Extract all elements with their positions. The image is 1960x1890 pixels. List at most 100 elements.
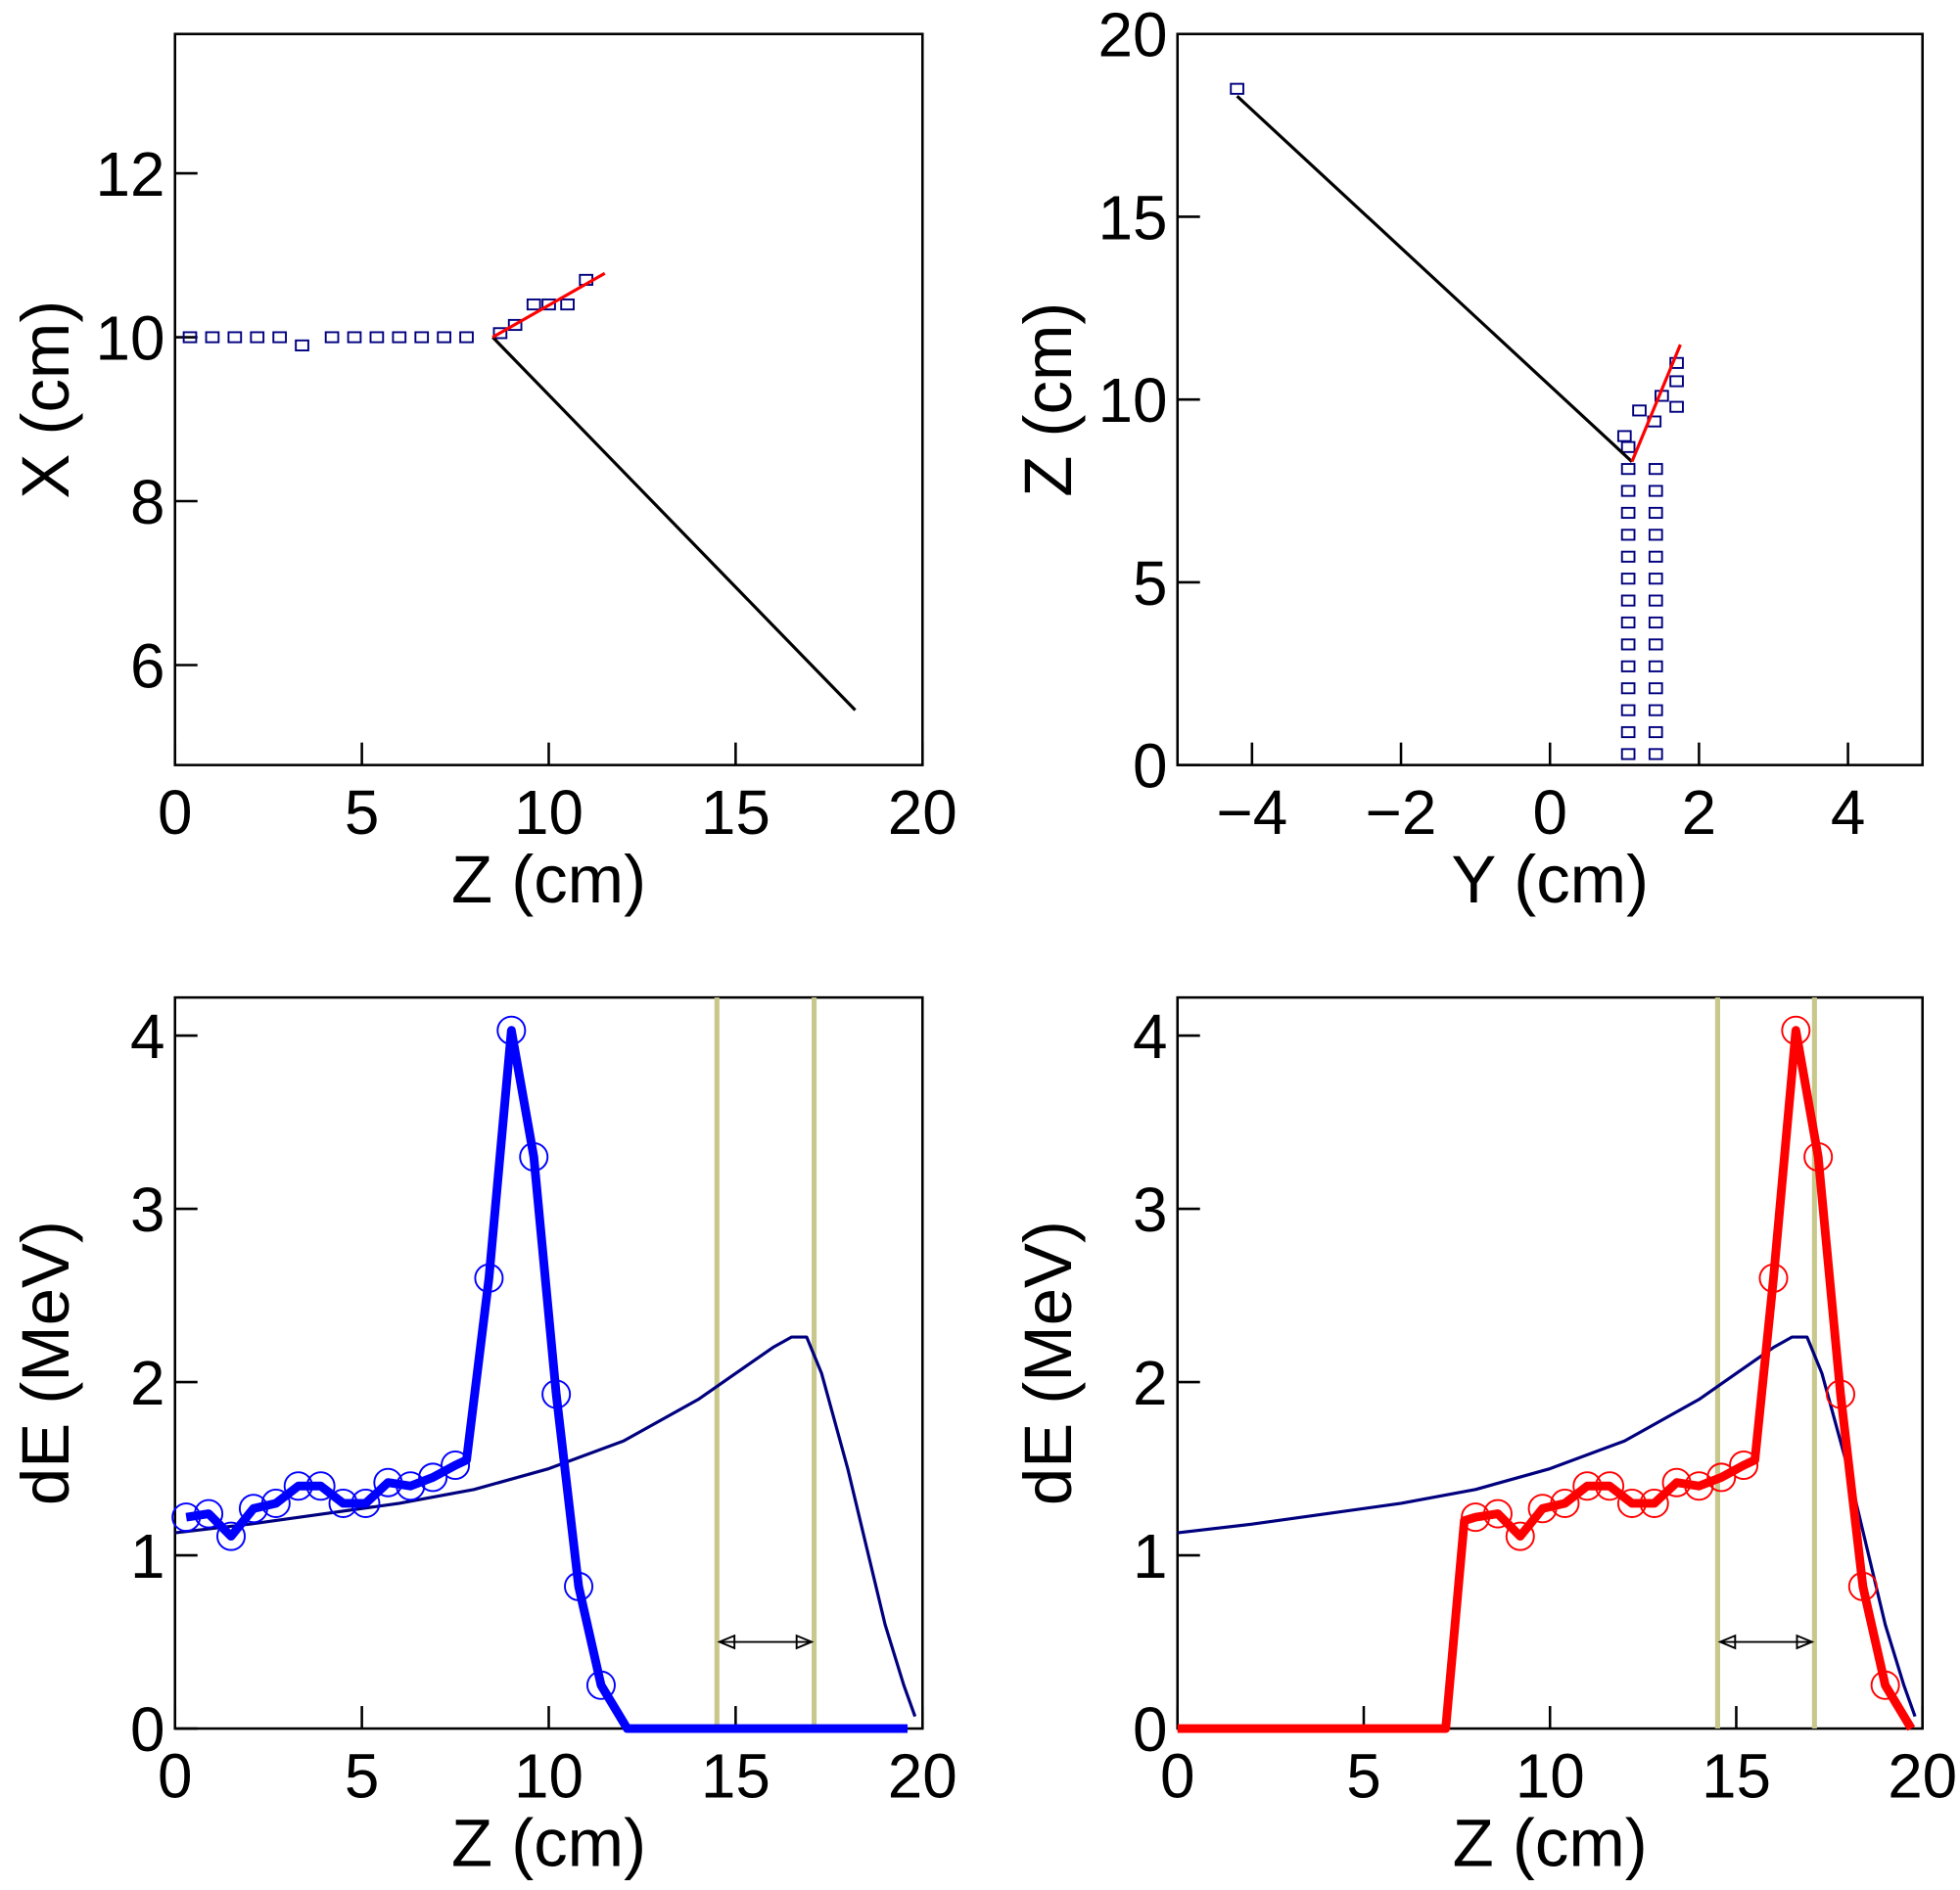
y-tick-label: 10: [96, 303, 165, 374]
x-tick-label: 5: [1346, 1740, 1381, 1811]
y-tick-label: 8: [130, 467, 165, 537]
x-tick-label: 20: [1888, 1740, 1957, 1811]
x-tick-label: 4: [1831, 777, 1866, 848]
data-point: [585, 1670, 616, 1700]
x-tick-label: 5: [345, 1740, 380, 1811]
y-tick-label: 1: [130, 1521, 165, 1591]
y-tick-label: 10: [1098, 365, 1168, 436]
hit-box: [1648, 616, 1663, 629]
data-point: [305, 1471, 336, 1501]
x-axis-title: Z (cm): [451, 842, 646, 917]
y-tick-label: 15: [1098, 182, 1168, 253]
hit-box: [1648, 573, 1663, 585]
hit-box: [1620, 748, 1636, 761]
plot-panel: 0 5 10 15 20 0 1 2 3 4 Z (cm) dE (MeV): [1010, 995, 1957, 1880]
data-point: [1527, 1494, 1558, 1524]
x-tick-label: 20: [888, 1740, 957, 1811]
hit-box: [1648, 682, 1663, 695]
hit-box: [369, 331, 385, 344]
x-tick-label: −4: [1216, 777, 1287, 848]
x-tick-label: 0: [158, 777, 193, 848]
hit-box: [1648, 725, 1663, 739]
hit-box: [437, 331, 451, 344]
data-point: [1505, 1521, 1535, 1551]
data-point: [260, 1488, 291, 1518]
x-tick-label: 0: [1160, 1740, 1195, 1811]
data-line: [174, 1335, 917, 1718]
data-point: [541, 1379, 572, 1409]
y-tick-label: 2: [1133, 1348, 1168, 1418]
data-point: [216, 1521, 247, 1551]
data-point: [328, 1488, 358, 1518]
hit-box: [227, 331, 243, 344]
x-tick-label: 10: [1516, 1740, 1585, 1811]
data-line: [1177, 1026, 1916, 1733]
y-axis-title: Z (cm): [1010, 302, 1086, 497]
hit-box: [1620, 463, 1636, 476]
hit-box: [1620, 506, 1636, 520]
hit-box: [1648, 594, 1663, 607]
data-line: [491, 271, 606, 339]
hit-box: [1620, 573, 1636, 585]
hit-box: [1620, 550, 1636, 563]
hit-box: [1620, 484, 1636, 497]
hit-box: [1648, 506, 1663, 520]
data-point: [1572, 1471, 1603, 1501]
data-point: [283, 1471, 313, 1501]
hit-box: [1620, 725, 1636, 739]
y-tick-label: 0: [1133, 1694, 1168, 1765]
x-tick-label: 15: [701, 777, 770, 848]
hit-box: [1616, 430, 1632, 442]
data-point: [1870, 1670, 1900, 1700]
hit-box: [1620, 616, 1636, 629]
hit-box: [1230, 82, 1244, 95]
hit-box: [459, 331, 474, 344]
hit-box: [1648, 484, 1663, 497]
y-axis-title: dE (MeV): [8, 1221, 83, 1505]
hit-box: [526, 298, 541, 311]
data-point: [1781, 1015, 1811, 1045]
data-point: [396, 1471, 426, 1501]
x-tick-label: 10: [514, 1740, 583, 1811]
data-point: [1616, 1488, 1647, 1518]
data-line: [1177, 1335, 1917, 1718]
x-tick-label: 10: [514, 777, 583, 848]
hit-box: [1632, 404, 1647, 417]
x-axis-title: Z (cm): [451, 1805, 646, 1880]
data-point: [1550, 1488, 1580, 1518]
hit-box: [560, 298, 575, 311]
data-point: [1661, 1467, 1692, 1498]
data-point: [564, 1571, 594, 1601]
data-point: [238, 1494, 268, 1524]
hit-box: [414, 331, 430, 344]
plot-panel: −4 −2 0 2 4 0 5 10 15 20 Y (cm) Z (cm): [1010, 0, 1924, 917]
x-tick-label: 0: [158, 1740, 193, 1811]
data-point: [194, 1498, 224, 1529]
y-tick-label: 5: [1133, 548, 1168, 619]
data-point: [519, 1141, 549, 1172]
hit-box: [541, 298, 556, 311]
hit-box: [1620, 594, 1636, 607]
hit-box: [1648, 638, 1663, 651]
hit-box: [272, 331, 287, 344]
hit-box: [1648, 748, 1663, 761]
hit-box: [324, 331, 340, 344]
hit-box: [295, 339, 309, 351]
y-tick-label: 6: [130, 630, 165, 701]
hit-box: [1620, 529, 1636, 541]
data-line: [491, 336, 857, 712]
hit-box: [1669, 400, 1684, 413]
hit-box: [507, 318, 523, 332]
hit-box: [492, 327, 508, 340]
plot-panel: 0 5 10 15 20 0 1 2 3 4 Z (cm) dE (MeV): [8, 995, 957, 1880]
x-tick-label: −2: [1366, 777, 1437, 848]
hit-box: [1648, 704, 1663, 716]
hit-box: [1669, 356, 1684, 369]
x-axis-title: Z (cm): [1453, 1805, 1648, 1880]
data-point: [1482, 1498, 1513, 1529]
data-point: [1684, 1471, 1714, 1501]
data-line: [1236, 95, 1634, 463]
hit-box: [1648, 529, 1663, 541]
data-point: [1639, 1488, 1669, 1518]
